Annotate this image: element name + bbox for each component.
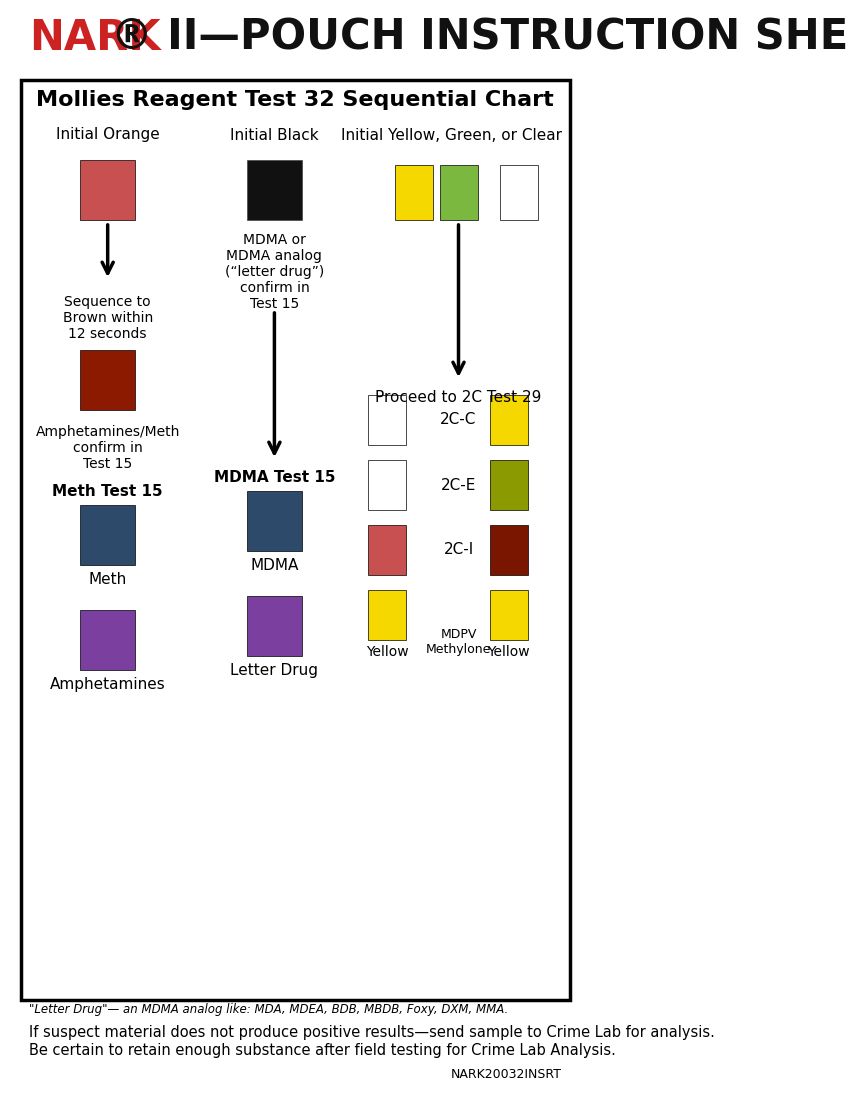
Bar	[246, 160, 303, 220]
Text: Yellow: Yellow	[487, 645, 530, 659]
Text: Test 15: Test 15	[83, 456, 133, 471]
Bar	[80, 160, 135, 220]
Text: Brown within: Brown within	[63, 311, 153, 324]
Text: MDPV
Methylone: MDPV Methylone	[426, 627, 491, 657]
Bar	[368, 525, 406, 575]
Text: confirm in: confirm in	[240, 280, 309, 295]
Bar	[80, 505, 135, 565]
Text: Mollies Reagent Test 32 Sequential Chart: Mollies Reagent Test 32 Sequential Chart	[37, 90, 554, 110]
Bar	[490, 395, 528, 446]
Text: Meth: Meth	[88, 572, 127, 587]
Text: Proceed to 2C Test 29: Proceed to 2C Test 29	[376, 389, 541, 405]
Text: MDMA: MDMA	[250, 559, 298, 573]
Bar	[80, 350, 135, 410]
Bar	[21, 80, 570, 1000]
Text: Initial Black: Initial Black	[230, 128, 319, 143]
Text: If suspect material does not produce positive results—send sample to Crime Lab f: If suspect material does not produce pos…	[29, 1024, 715, 1040]
Text: Initial Yellow, Green, or Clear: Initial Yellow, Green, or Clear	[341, 128, 562, 143]
Bar	[490, 590, 528, 640]
Bar	[80, 610, 135, 670]
Text: "Letter Drug"— an MDMA analog like: MDA, MDEA, BDB, MBDB, Foxy, DXM, MMA.: "Letter Drug"— an MDMA analog like: MDA,…	[29, 1003, 508, 1016]
Text: Test 15: Test 15	[250, 297, 299, 311]
Text: Letter Drug: Letter Drug	[230, 663, 319, 679]
Bar	[439, 165, 478, 220]
Text: (“letter drug”): (“letter drug”)	[224, 265, 324, 279]
Bar	[246, 491, 303, 551]
Text: 2C-I: 2C-I	[444, 542, 473, 558]
Bar	[490, 525, 528, 575]
Text: Sequence to: Sequence to	[65, 295, 151, 309]
Bar	[490, 460, 528, 510]
Text: Yellow: Yellow	[366, 645, 408, 659]
Bar	[368, 590, 406, 640]
Bar	[368, 395, 406, 446]
Text: NARK: NARK	[29, 16, 161, 59]
Text: Initial Orange: Initial Orange	[56, 128, 160, 143]
Text: MDMA Test 15: MDMA Test 15	[213, 471, 335, 485]
Text: NARK20032INSRT: NARK20032INSRT	[450, 1068, 561, 1081]
Bar	[500, 165, 538, 220]
Text: Be certain to retain enough substance after field testing for Crime Lab Analysis: Be certain to retain enough substance af…	[29, 1043, 616, 1057]
Text: ® II—POUCH INSTRUCTION SHEET: ® II—POUCH INSTRUCTION SHEET	[111, 16, 850, 59]
Text: confirm in: confirm in	[73, 441, 143, 455]
Text: 12 seconds: 12 seconds	[69, 327, 147, 341]
Text: 2C-C: 2C-C	[440, 412, 477, 428]
Bar	[394, 165, 433, 220]
Text: MDMA analog: MDMA analog	[226, 249, 322, 263]
Text: Amphetamines/Meth: Amphetamines/Meth	[36, 425, 180, 439]
Text: 2C-E: 2C-E	[441, 477, 476, 493]
Text: Meth Test 15: Meth Test 15	[53, 484, 163, 499]
Bar	[368, 460, 406, 510]
Text: MDMA or: MDMA or	[243, 233, 306, 248]
Bar	[246, 596, 303, 656]
Text: Amphetamines: Amphetamines	[50, 678, 166, 693]
